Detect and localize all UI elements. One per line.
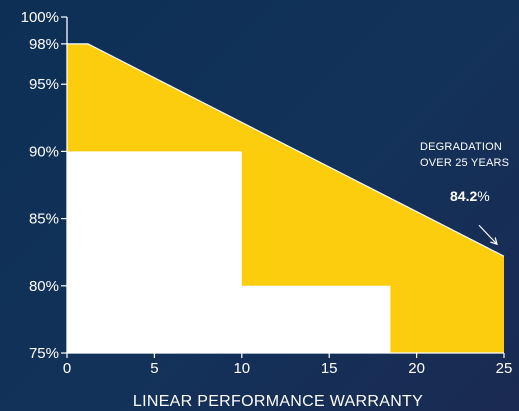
x-axis-title: LINEAR PERFORMANCE WARRANTY: [133, 393, 423, 410]
x-tick-label: 0: [63, 360, 71, 377]
x-axis-ticks: 0 5 10 15 20 25: [63, 353, 513, 377]
y-axis-ticks: 75% 80% 85% 90% 95% 98% 100%: [21, 9, 67, 362]
degradation-line: [67, 43, 505, 257]
y-tick-label: 98%: [29, 36, 59, 53]
annotation-arrowhead: [490, 237, 498, 246]
y-tick-label: 75%: [29, 345, 59, 362]
annotation-line-2: OVER 25 YEARS: [420, 157, 509, 169]
warranty-step-area: [67, 151, 391, 353]
annotation-arrow: [478, 224, 498, 245]
annotation-line-1: DEGRADATION: [420, 141, 502, 153]
y-tick-label: 90%: [29, 143, 59, 160]
y-tick-label: 95%: [29, 76, 59, 93]
annotation-value-unit: %: [477, 188, 489, 204]
chart-areas: [67, 43, 505, 353]
x-tick-label: 5: [150, 360, 158, 377]
x-tick-label: 10: [233, 360, 250, 377]
y-tick-label: 85%: [29, 211, 59, 228]
degradation-annotation: DEGRADATION OVER 25 YEARS 84.2%: [420, 141, 509, 246]
y-tick-label: 100%: [21, 9, 59, 26]
annotation-value-number: 84.2: [450, 188, 477, 204]
annotation-value: 84.2%: [450, 188, 490, 204]
x-tick-label: 25: [496, 360, 513, 377]
chart-axes: [66, 17, 504, 354]
x-tick-label: 20: [408, 360, 425, 377]
y-tick-label: 80%: [29, 278, 59, 295]
x-tick-label: 15: [321, 360, 338, 377]
